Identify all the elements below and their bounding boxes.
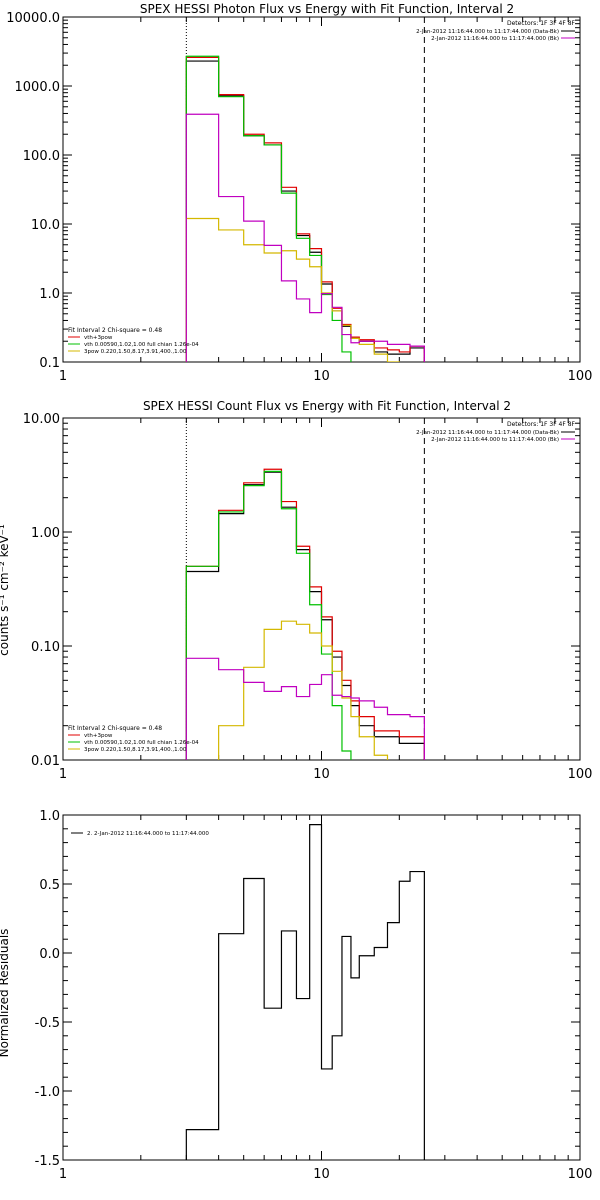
x-tick-label: 1 xyxy=(59,1167,67,1182)
y-tick-label: 100.0 xyxy=(23,149,60,164)
y-tick-label: 10.0 xyxy=(31,218,60,233)
y-tick-label: 0.01 xyxy=(31,754,60,769)
count-flux-ylabel: counts s⁻¹ cm⁻² keV⁻¹ xyxy=(0,524,11,656)
legend-detectors: Detectors: 1F 3F 4F 8F xyxy=(507,421,576,428)
y-tick-label: 0.1 xyxy=(39,356,60,371)
residuals-ylabel: Normalized Residuals xyxy=(0,929,11,1058)
series-line-4 xyxy=(185,113,425,362)
y-tick-label: 0.0 xyxy=(39,947,60,962)
series-line-2 xyxy=(185,55,425,362)
y-tick-label: 1.0 xyxy=(39,287,60,302)
series-group xyxy=(185,55,425,362)
series-line-0 xyxy=(185,60,425,362)
y-tick-label: 0.10 xyxy=(31,640,60,655)
photon-flux-panel: SPEX HESSI Photon Flux vs Energy with Fi… xyxy=(6,2,593,384)
y-tick-label: -1.5 xyxy=(35,1154,60,1169)
y-tick-label: 1000.0 xyxy=(15,80,61,95)
legend-fit-info: Fit Interval 2 Chi-square = 0.48 xyxy=(68,725,162,732)
x-tick-label: 1 xyxy=(59,369,67,384)
legend-entry-label: 3pow 0.220,1.50,8.17,3.91,400.,1.00 xyxy=(84,349,187,355)
series-line-4 xyxy=(185,657,425,760)
y-tick-label: -0.5 xyxy=(35,1016,60,1031)
y-tick-label: 0.5 xyxy=(39,878,60,893)
x-tick-label: 1 xyxy=(59,767,67,782)
series-line-3 xyxy=(185,217,425,362)
count-flux-plot: 1 10 100 0.01 0.10 1.00 10.00 Detectors: 1F 3F … xyxy=(23,412,593,782)
y-tick-label: 10.00 xyxy=(23,412,60,427)
legend-fit-info: Fit Interval 2 Chi-square = 0.48 xyxy=(68,327,162,334)
photon-flux-plot: 1 10 100 0.1 1.0 10.0 100.0 1000.0 10000.0 Detect… xyxy=(6,11,593,384)
x-tick-label: 100 xyxy=(568,767,593,782)
series-group xyxy=(185,824,425,1160)
series-line-0 xyxy=(185,471,425,760)
legend-entry-label: 3pow 0.220,1.50,8.17,3.91,400.,1.00 xyxy=(84,747,187,753)
legend-entry-label: vth 0.00590,1.02,1.00 full chian 1.26e-0… xyxy=(84,740,199,746)
series-line-1 xyxy=(185,468,425,760)
series-line-3 xyxy=(185,620,425,760)
y-tick-label: 10000.0 xyxy=(6,11,60,26)
legend-entry-label: 2-Jan-2012 11:16:44.000 to 11:17:44.000 … xyxy=(416,29,559,35)
x-tick-label: 10 xyxy=(313,1167,330,1182)
x-tick-label: 100 xyxy=(568,1167,593,1182)
x-tick-label: 10 xyxy=(313,369,330,384)
residuals-plot: 1 10 100 -1.5 -1.0 -0.5 0.0 0.5 1.0 2. 2-Jan-2012… xyxy=(35,809,593,1182)
legend-entry-label: 2-Jan-2012 11:16:44.000 to 11:17:44.000 … xyxy=(431,36,559,42)
residuals-panel: Normalized Residuals 1 10 100 -1.5 -1.0 -0.5 0… xyxy=(0,809,592,1182)
x-tick-label: 100 xyxy=(568,369,593,384)
legend-entry-label: 2-Jan-2012 11:16:44.000 to 11:17:44.000 … xyxy=(431,437,559,443)
legend-entry-label: 2. 2-Jan-2012 11:16:44.000 to 11:17:44.0… xyxy=(87,831,209,837)
count-flux-title: SPEX HESSI Count Flux vs Energy with Fit… xyxy=(143,399,511,413)
legend-entry-label: vth 0.00590,1.02,1.00 full chian 1.26e-0… xyxy=(84,342,199,348)
series-group xyxy=(185,468,425,760)
y-tick-label: 1.00 xyxy=(31,526,60,541)
legend-detectors: Detectors: 1F 3F 4F 8F xyxy=(507,20,576,27)
series-line-2 xyxy=(185,470,425,760)
x-tick-label: 10 xyxy=(313,767,330,782)
legend-entry-label: vth+3pow xyxy=(84,335,113,341)
legend-entry-label: 2-Jan-2012 11:16:44.000 to 11:17:44.000 … xyxy=(416,430,559,436)
series-line-1 xyxy=(185,56,425,362)
series-line-0 xyxy=(185,824,425,1160)
y-tick-label: 1.0 xyxy=(39,809,60,824)
count-flux-panel: SPEX HESSI Count Flux vs Energy with Fit… xyxy=(0,399,593,782)
y-tick-label: -1.0 xyxy=(35,1085,60,1100)
legend-entry-label: vth+3pow xyxy=(84,733,113,739)
photon-flux-title: SPEX HESSI Photon Flux vs Energy with Fi… xyxy=(140,2,514,16)
